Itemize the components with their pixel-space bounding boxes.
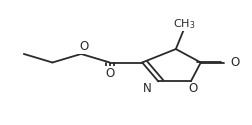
Text: N: N — [143, 82, 151, 95]
Text: CH$_3$: CH$_3$ — [173, 17, 196, 30]
Text: O: O — [230, 56, 240, 69]
Text: O: O — [189, 82, 198, 95]
Text: O: O — [105, 67, 114, 80]
Text: O: O — [79, 40, 88, 53]
